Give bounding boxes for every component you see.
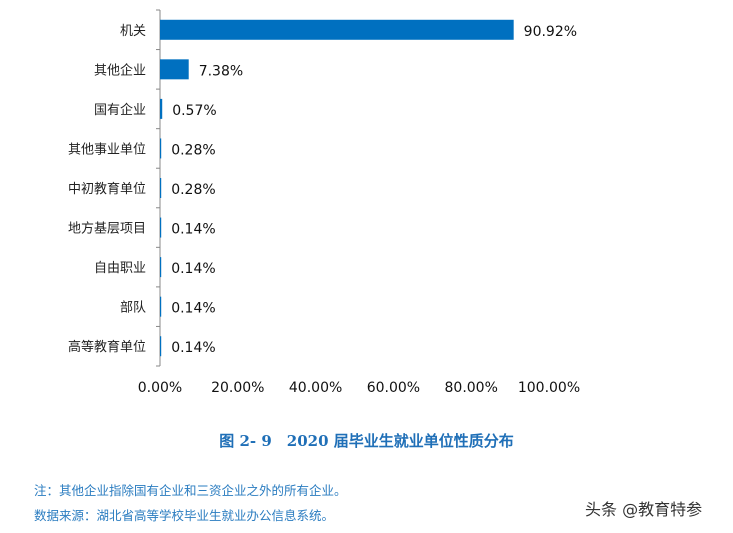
bar [160, 178, 162, 198]
category-label: 其他事业单位 [68, 142, 146, 157]
category-label: 部队 [120, 301, 146, 316]
category-label: 地方基层项目 [68, 221, 146, 237]
data-source: 数据来源：湖北省高等学校毕业生就业办公信息系统。 [34, 508, 335, 523]
category-label: 高等教育单位 [68, 339, 146, 355]
x-tick-label: 80.00% [445, 380, 498, 396]
data-label: 0.14% [171, 301, 215, 317]
x-tick-label: 0.00% [138, 380, 182, 396]
bar [160, 257, 162, 278]
watermark: 头条 @教育特参 [585, 500, 703, 519]
chart-title: 图 2- 9 2020 届毕业生就业单位性质分布 [219, 432, 514, 450]
x-tick-label: 20.00% [211, 380, 264, 396]
bar [160, 336, 162, 357]
data-label: 0.14% [171, 222, 215, 238]
data-label: 90.92% [524, 24, 577, 40]
data-label: 0.28% [171, 142, 215, 158]
bar [160, 59, 189, 80]
bar [160, 296, 162, 317]
bar [160, 138, 162, 159]
category-label: 国有企业 [94, 102, 146, 118]
category-label: 其他企业 [94, 62, 146, 78]
bar-chart: 机关 90.92% 其他企业 7.38% 国有企业 0.57% 其他事业单位 0.28% 中初教… [68, 9, 580, 396]
chart-note: 注：其他企业指除国有企业和三资企业之外的所有企业。 [34, 483, 347, 498]
category-label: 中初教育单位 [68, 181, 146, 197]
data-label: 7.38% [199, 63, 243, 79]
data-label: 0.57% [172, 103, 216, 119]
x-tick-label: 40.00% [289, 380, 342, 396]
data-label: 0.14% [171, 340, 215, 356]
bar [160, 98, 163, 119]
data-label: 0.14% [171, 261, 215, 277]
bar [160, 217, 162, 238]
category-label: 机关 [120, 24, 146, 39]
data-label: 0.28% [171, 182, 215, 198]
category-label: 自由职业 [94, 261, 146, 276]
bar [160, 19, 514, 40]
x-tick-label: 100.00% [518, 380, 580, 396]
x-tick-label: 60.00% [367, 380, 420, 396]
